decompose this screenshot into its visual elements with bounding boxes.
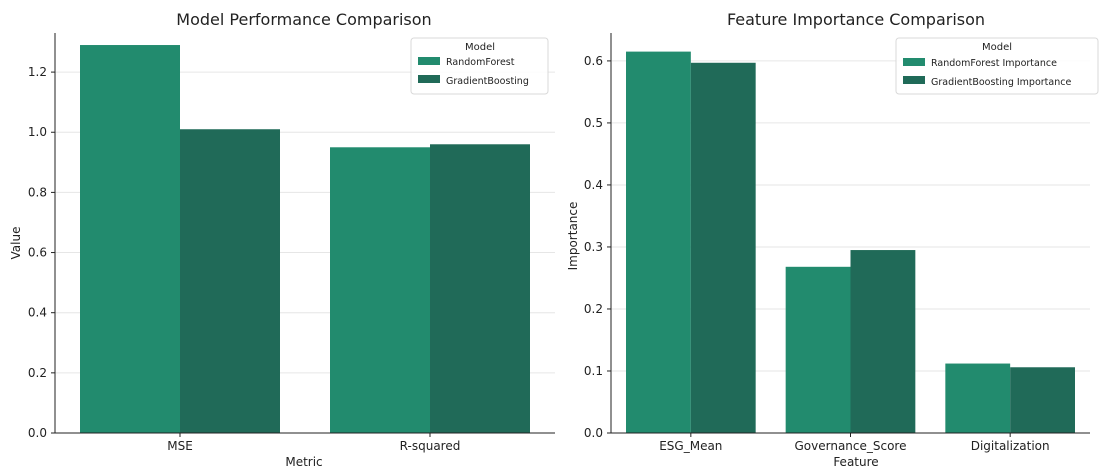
legend-title: Model (465, 42, 495, 53)
x-tick-label: ESG_Mean (659, 439, 722, 453)
legend-label-gradientboosting-importance: GradientBoosting Importance (931, 77, 1071, 88)
bar-digitalization-gradientboosting-importance (1010, 367, 1075, 433)
y-tick-label: 0.8 (28, 185, 47, 199)
legend-title: Model (982, 42, 1012, 53)
bar-esg-mean-randomforest-importance (626, 51, 691, 434)
x-tick-label: Digitalization (971, 439, 1050, 453)
chart-panel-feature-importance: Feature Importance Comparison Feature Im… (566, 10, 1099, 468)
legend-swatch-randomforest (418, 57, 440, 65)
x-tick-label: MSE (167, 439, 193, 453)
y-tick-label: 0.2 (584, 302, 603, 316)
axis-spines (610, 33, 1090, 434)
legend: Model RandomForest Importance GradientBo… (895, 37, 1099, 95)
y-tick-label: 0.1 (584, 364, 603, 378)
x-tick-label: Governance_Score (794, 439, 906, 453)
legend-swatch-gradientboosting-importance (903, 76, 925, 84)
y-tick-label: 0.0 (584, 426, 603, 440)
chart-title: Feature Importance Comparison (727, 10, 985, 29)
legend-frame (410, 37, 549, 95)
legend-swatch-gradientboosting (418, 75, 440, 83)
bar-mse-randomforest (80, 45, 180, 433)
y-tick-label: 1.0 (28, 125, 47, 139)
y-tick-label: 0.5 (584, 116, 603, 130)
y-tick-label: 0.3 (584, 240, 603, 254)
x-axis-label: Feature (833, 455, 878, 468)
bar-group (626, 51, 1075, 434)
y-tick-label: 0.0 (28, 426, 47, 440)
axis-spines (54, 33, 555, 434)
legend-label-randomforest: RandomForest (446, 57, 515, 68)
y-axis-label: Importance (566, 202, 580, 271)
x-axis-label: Metric (285, 455, 322, 468)
axes: 0.0 0.1 0.2 0.3 0.4 0.5 0.6 ESG_Mean Governance_… (584, 33, 1090, 453)
y-tick-label: 0.6 (584, 54, 603, 68)
bar-r-squared-gradientboosting (430, 144, 530, 433)
bar-governance-score-gradientboosting-importance (850, 250, 916, 433)
y-tick-label: 1.2 (28, 65, 47, 79)
legend: Model RandomForest GradientBoosting (410, 37, 549, 95)
legend-label-randomforest-importance: RandomForest Importance (931, 58, 1057, 69)
chart-title: Model Performance Comparison (176, 10, 431, 29)
x-tick-label: R-squared (400, 439, 461, 453)
y-tick-label: 0.4 (28, 306, 47, 320)
y-tick-label: 0.4 (584, 178, 603, 192)
y-axis-label: Value (9, 227, 23, 260)
bar-esg-mean-gradientboosting-importance (690, 62, 756, 433)
legend-frame (895, 37, 1099, 95)
bar-mse-gradientboosting (180, 129, 280, 433)
bar-r-squared-randomforest (330, 147, 430, 434)
chart-panel-model-performance: Model Performance Comparison Metric Valu… (9, 10, 555, 468)
bar-digitalization-randomforest-importance (945, 363, 1011, 433)
legend-label-gradientboosting: GradientBoosting (446, 76, 529, 87)
y-tick-label: 0.6 (28, 246, 47, 260)
y-tick-label: 0.2 (28, 366, 47, 380)
bar-group (80, 45, 530, 434)
legend-swatch-randomforest-importance (903, 58, 925, 66)
bar-governance-score-randomforest-importance (785, 266, 851, 433)
axes: 0.0 0.2 0.4 0.6 0.8 1.0 1.2 MSE R-squared (28, 33, 555, 453)
